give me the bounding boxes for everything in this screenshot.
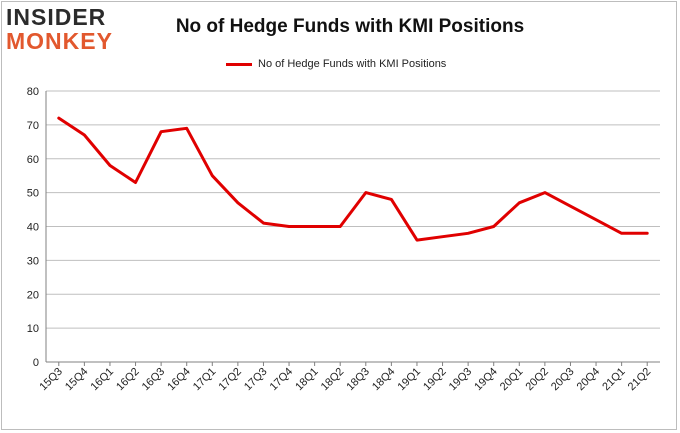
- data-point: [108, 164, 112, 167]
- insider-monkey-logo: INSIDER MONKEY: [6, 6, 132, 53]
- data-point: [466, 232, 470, 235]
- y-tick-labels: 0 10 20 30 40 50 60 70 80: [27, 86, 39, 369]
- legend-label: No of Hedge Funds with KMI Positions: [258, 58, 447, 70]
- legend: No of Hedge Funds with KMI Positions: [226, 56, 446, 72]
- x-tick-label: 18Q1: [293, 366, 321, 394]
- x-tick-label: 18Q2: [319, 366, 347, 394]
- y-tick-label: 50: [27, 188, 39, 200]
- legend-swatch: [226, 62, 252, 66]
- y-tick-label: 0: [33, 357, 39, 369]
- x-tick-label: 16Q3: [140, 366, 168, 394]
- data-point: [287, 225, 291, 228]
- x-tick-label: 21Q1: [600, 366, 628, 394]
- data-point: [211, 174, 214, 177]
- chart-title: No of Hedge Funds with KMI Positions: [175, 16, 525, 37]
- x-tick-label: 20Q2: [523, 366, 551, 394]
- data-point: [441, 235, 444, 238]
- x-tick-label: 19Q2: [421, 366, 449, 394]
- y-tick-label: 70: [27, 120, 39, 132]
- x-tick-label: 16Q4: [165, 366, 193, 394]
- y-tick-label: 40: [27, 222, 39, 234]
- x-tick-label: 17Q1: [191, 366, 219, 394]
- data-point: [569, 204, 572, 208]
- x-tick-label: 16Q2: [114, 366, 142, 394]
- y-tick-label: 10: [27, 323, 39, 335]
- y-tick-label: 80: [27, 86, 39, 98]
- y-tick-label: 30: [27, 255, 39, 267]
- x-tick-label: 16Q1: [89, 366, 117, 394]
- series-line: [57, 116, 649, 242]
- data-point: [518, 201, 521, 204]
- data-point: [159, 130, 163, 133]
- logo-line-1: INSIDER: [6, 4, 107, 30]
- x-tick-label: 19Q1: [396, 366, 424, 394]
- data-point: [415, 238, 419, 242]
- x-tick-label: 15Q3: [37, 366, 65, 394]
- data-point: [313, 225, 316, 228]
- x-tick-label: 15Q4: [63, 366, 91, 394]
- y-tick-label: 60: [27, 154, 39, 166]
- data-point: [646, 232, 649, 235]
- x-tick-label: 18Q4: [370, 366, 398, 394]
- data-point: [364, 191, 367, 194]
- axes: [45, 91, 660, 366]
- y-tick-label: 20: [27, 289, 39, 301]
- x-tick-label: 17Q3: [242, 366, 270, 394]
- data-point: [185, 127, 188, 130]
- x-tick-label: 20Q3: [549, 366, 577, 394]
- x-tick-label: 20Q1: [498, 366, 526, 394]
- data-point: [83, 133, 86, 137]
- data-point: [57, 116, 60, 120]
- x-tick-label: 19Q4: [472, 366, 500, 394]
- x-tick-label: 19Q3: [447, 366, 475, 394]
- data-point: [262, 221, 265, 225]
- data-point: [620, 232, 623, 235]
- data-point: [543, 191, 547, 194]
- x-tick-labels: 15Q315Q416Q116Q216Q316Q417Q117Q217Q317Q4…: [37, 366, 653, 394]
- data-point: [594, 218, 598, 221]
- series: [57, 116, 649, 242]
- x-tick-label: 18Q3: [344, 366, 372, 394]
- data-point: [339, 225, 342, 228]
- data-point: [390, 198, 393, 201]
- logo-line-2: MONKEY: [6, 28, 113, 54]
- data-point: [236, 201, 240, 204]
- x-tick-label: 17Q2: [216, 366, 244, 394]
- data-point: [492, 225, 495, 228]
- data-point: [134, 181, 137, 184]
- x-tick-label: 20Q4: [575, 366, 603, 394]
- x-tick-label: 17Q4: [268, 366, 296, 394]
- x-tick-label: 21Q2: [626, 366, 654, 394]
